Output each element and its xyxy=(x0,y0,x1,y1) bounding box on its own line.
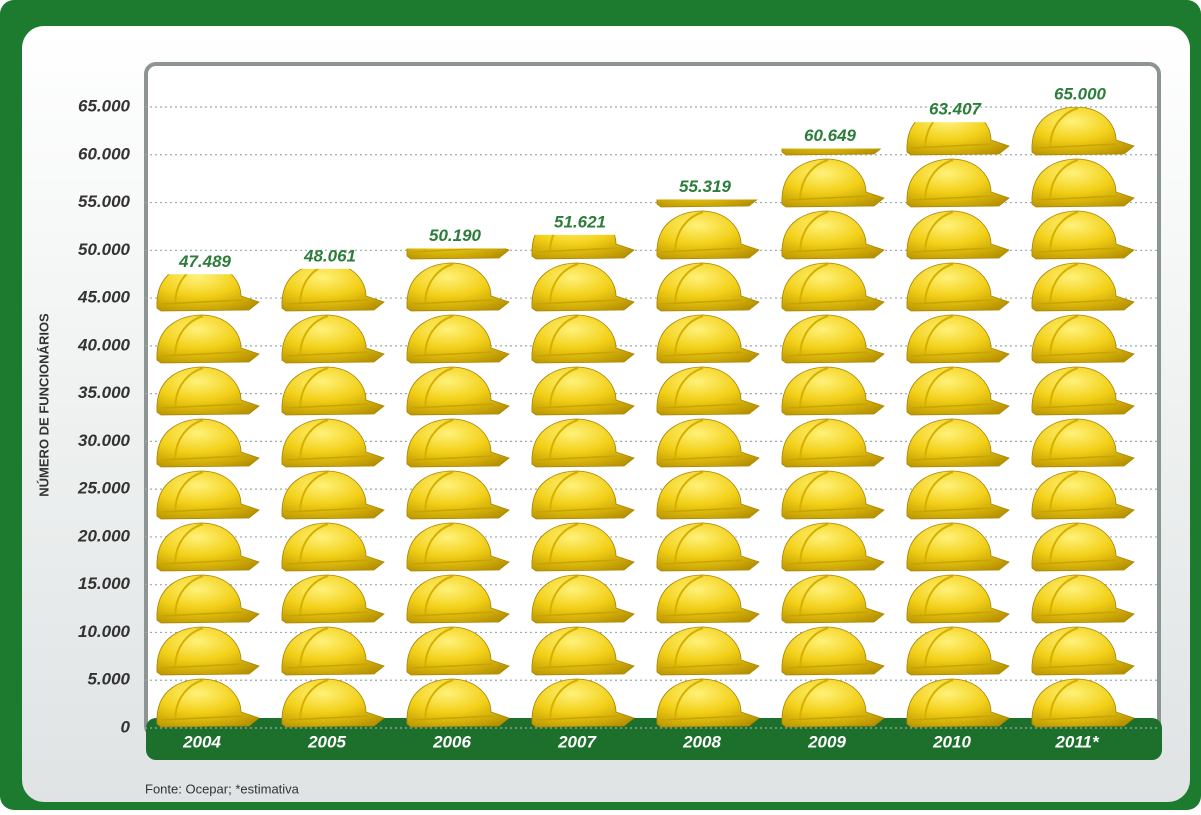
y-tick-label: 20.000 xyxy=(77,526,131,545)
hat-stack xyxy=(645,199,760,728)
y-axis-label: NÚMERO DE FUNCIONÁRIOS xyxy=(36,313,51,497)
hat-stack xyxy=(1020,107,1135,728)
y-tick-label: 55.000 xyxy=(78,192,131,211)
value-label: 51.621 xyxy=(554,212,606,231)
y-tick-label: 50.000 xyxy=(78,240,131,259)
hat-stack xyxy=(895,122,1010,728)
value-label: 55.319 xyxy=(679,177,732,196)
y-tick-label: 65.000 xyxy=(78,96,131,115)
y-tick-label: 10.000 xyxy=(78,622,131,641)
y-tick-label: 30.000 xyxy=(78,431,131,450)
hat-stack xyxy=(395,248,510,728)
value-label: 65.000 xyxy=(1054,84,1107,103)
y-tick-label: 5.000 xyxy=(87,670,130,689)
x-tick-label: 2009 xyxy=(807,732,846,751)
y-tick-label: 60.000 xyxy=(78,144,131,163)
value-label: 48.061 xyxy=(303,246,356,265)
x-tick-label: 2008 xyxy=(682,732,721,751)
x-tick-label: 2005 xyxy=(307,732,346,751)
value-label: 63.407 xyxy=(929,100,983,119)
y-tick-label: 25.000 xyxy=(77,479,131,498)
x-tick-label: 2004 xyxy=(182,732,221,751)
source-note: Fonte: Ocepar; *estimativa xyxy=(145,781,300,796)
hat-stack xyxy=(520,234,635,728)
x-tick-label: 2006 xyxy=(432,732,471,751)
x-tick-label: 2007 xyxy=(557,732,597,751)
y-tick-label: 35.000 xyxy=(78,383,131,402)
x-tick-label: 2011* xyxy=(1054,732,1100,751)
y-tick-label: 15.000 xyxy=(78,574,131,593)
y-tick-label: 45.000 xyxy=(77,288,131,307)
x-tick-label: 2010 xyxy=(932,732,971,751)
y-tick-label: 0 xyxy=(121,717,131,736)
value-label: 50.190 xyxy=(429,226,482,245)
value-label: 47.489 xyxy=(178,252,232,271)
hat-stack xyxy=(270,268,385,728)
hat-stack xyxy=(770,148,885,728)
value-label: 60.649 xyxy=(804,126,857,145)
y-tick-label: 40.000 xyxy=(77,335,131,354)
hat-stack xyxy=(145,274,260,728)
